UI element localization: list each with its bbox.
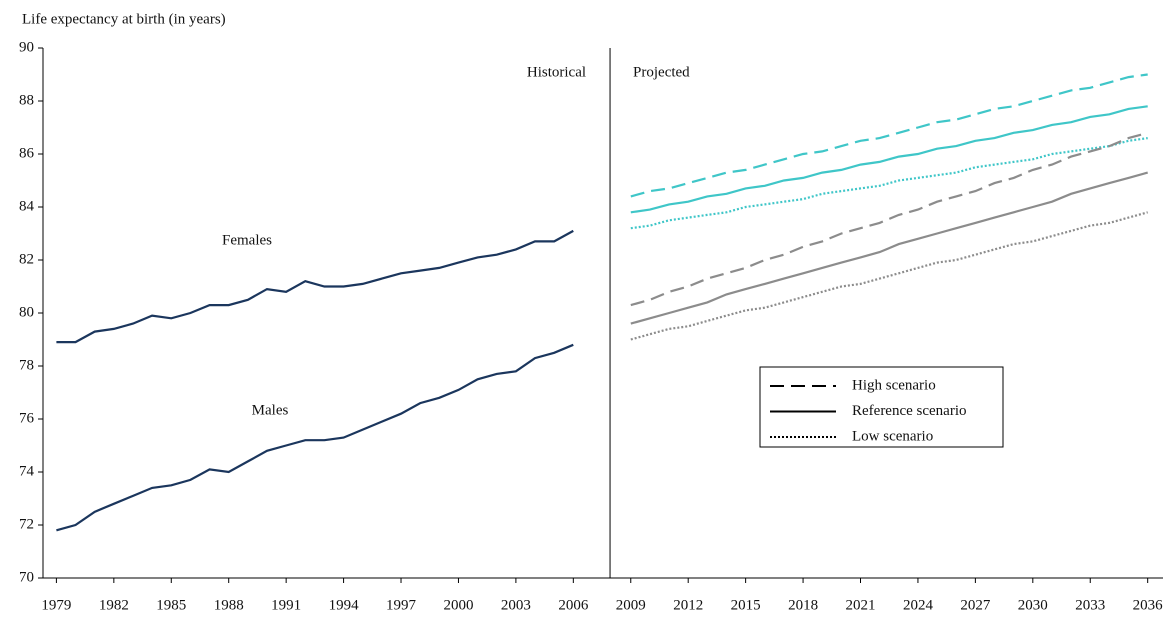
- x-tick-label: 2027: [960, 597, 991, 613]
- y-tick-label: 74: [19, 463, 35, 479]
- x-tick-label: 2015: [731, 597, 761, 613]
- line-series: [630, 131, 1148, 307]
- line-series: [630, 137, 1148, 230]
- line-series: [56, 229, 574, 344]
- legend-label: Low scenario: [852, 428, 933, 444]
- line-series: [630, 171, 1148, 325]
- y-tick-label: 88: [19, 92, 34, 108]
- x-tick-label: 2018: [788, 597, 818, 613]
- x-tick-label: 2033: [1075, 597, 1105, 613]
- line-series: [630, 73, 1148, 198]
- panel-label: Projected: [633, 64, 690, 80]
- y-tick-label: 72: [19, 516, 34, 532]
- y-tick-label: 70: [19, 569, 34, 585]
- x-tick-label: 2012: [673, 597, 703, 613]
- y-tick-label: 84: [19, 198, 35, 214]
- x-tick-label: 2030: [1018, 597, 1048, 613]
- series-label: Males: [252, 402, 289, 418]
- y-tick-label: 82: [19, 251, 34, 267]
- x-tick-label: 1982: [99, 597, 129, 613]
- x-tick-label: 2003: [501, 597, 531, 613]
- y-tick-label: 78: [19, 357, 34, 373]
- legend-box: [759, 366, 1004, 448]
- x-tick-label: 2000: [443, 597, 473, 613]
- chart-title: Life expectancy at birth (in years): [22, 11, 226, 27]
- x-tick-label: 1997: [386, 597, 417, 613]
- x-tick-label: 1979: [41, 597, 71, 613]
- x-tick-label: 1985: [156, 597, 186, 613]
- x-tick-label: 1994: [329, 597, 360, 613]
- legend-label: High scenario: [852, 377, 936, 393]
- x-tick-label: 2036: [1133, 597, 1164, 613]
- panel-label: Historical: [527, 64, 586, 80]
- x-tick-label: 1991: [271, 597, 301, 613]
- legend-label: Reference scenario: [852, 403, 967, 419]
- x-tick-label: 2024: [903, 597, 934, 613]
- y-tick-label: 76: [19, 410, 35, 426]
- line-series: [630, 211, 1148, 341]
- x-tick-label: 2009: [616, 597, 646, 613]
- line-series: [630, 105, 1148, 214]
- y-tick-label: 90: [19, 39, 34, 55]
- x-tick-label: 2006: [558, 597, 589, 613]
- x-tick-label: 1988: [214, 597, 244, 613]
- y-tick-label: 86: [19, 145, 35, 161]
- line-series: [56, 343, 574, 532]
- y-tick-label: 80: [19, 304, 34, 320]
- series-label: Females: [222, 232, 272, 248]
- x-tick-label: 2021: [846, 597, 876, 613]
